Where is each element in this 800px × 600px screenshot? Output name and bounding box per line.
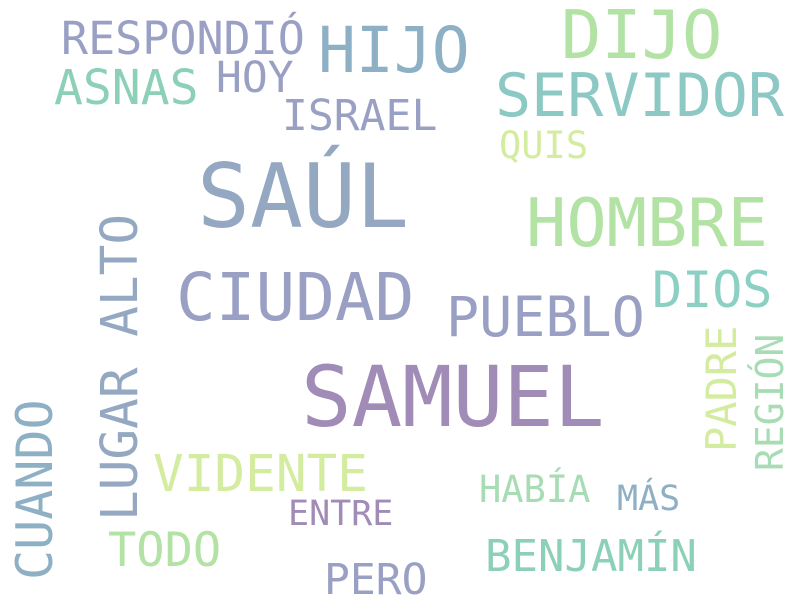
word-hombre: HOMBRE — [526, 184, 769, 262]
word-padre: PADRE — [697, 325, 746, 452]
word-todo: TODO — [108, 523, 222, 578]
word-pueblo: PUEBLO — [446, 285, 645, 349]
word-hijo: HIJO — [318, 14, 470, 87]
word-ciudad: CIUDAD — [176, 259, 415, 336]
word-mas: MÁS — [617, 479, 681, 519]
word-habia: HABÍA — [479, 468, 591, 511]
word-dijo: DIJO — [561, 0, 723, 74]
word-vidente: VIDENTE — [153, 445, 368, 504]
word-israel: ISRAEL — [282, 91, 438, 141]
word-quis: QUIS — [499, 124, 589, 167]
word-pero: PERO — [324, 555, 428, 600]
word-entre: ENTRE — [288, 494, 394, 534]
word-region: REGIÓN — [748, 333, 792, 471]
word-servidor: SERVIDOR — [495, 61, 784, 131]
word-asnas: ASNAS — [54, 60, 199, 116]
word-benjamin: BENJAMÍN — [485, 531, 697, 582]
word-samuel: SAMUEL — [301, 348, 605, 446]
word-lugar-alto: LUGAR ALTO — [91, 213, 150, 521]
word-hoy: HOY — [216, 53, 294, 103]
word-dios: DIOS — [652, 261, 773, 319]
word-respondio: RESPONDIÓ — [61, 12, 305, 65]
word-cuando: CUANDO — [6, 399, 64, 580]
word-saul: SAÚL — [197, 145, 409, 248]
